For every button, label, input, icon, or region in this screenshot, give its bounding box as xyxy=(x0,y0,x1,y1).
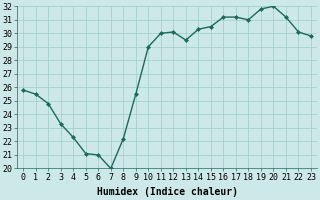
X-axis label: Humidex (Indice chaleur): Humidex (Indice chaleur) xyxy=(97,187,237,197)
